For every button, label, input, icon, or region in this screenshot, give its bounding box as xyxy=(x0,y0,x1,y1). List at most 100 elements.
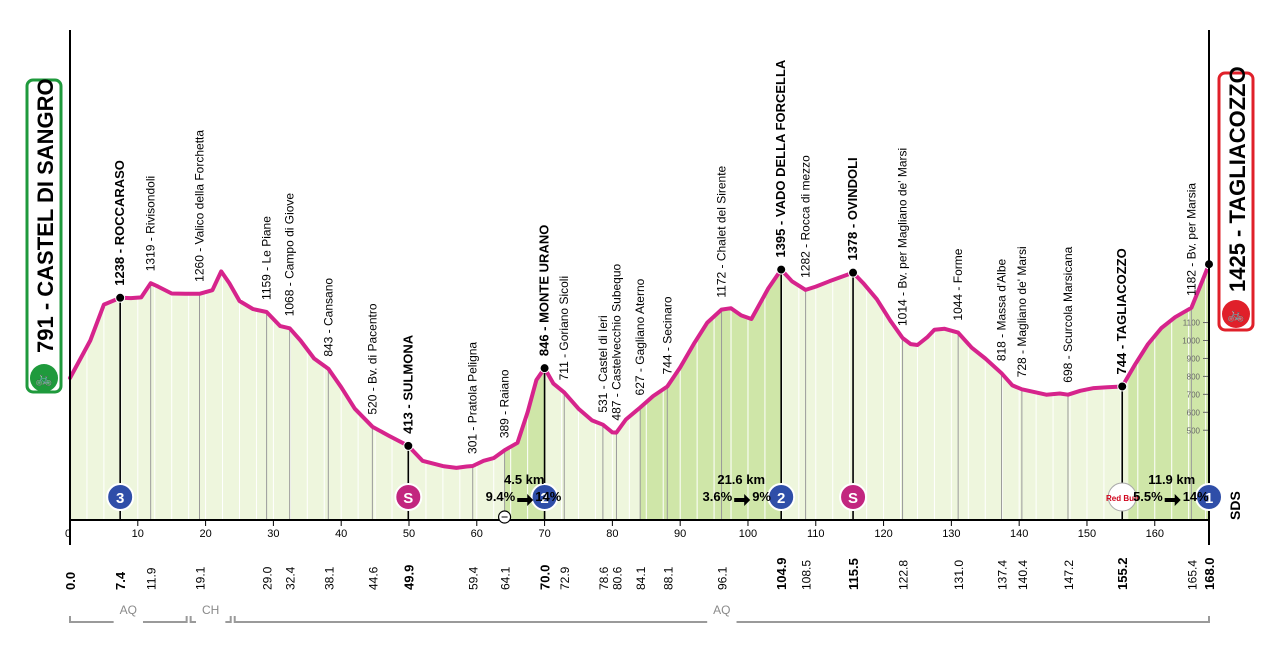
x-tick-label: 40 xyxy=(335,528,347,540)
x-tick-label: 120 xyxy=(874,528,892,540)
x-tick-label: 10 xyxy=(132,528,144,540)
climb-category-icon xyxy=(530,483,559,511)
badge-category-label: 2 xyxy=(777,490,785,507)
climb-max-gradient: 9% xyxy=(752,489,771,504)
y-tick-label: 600 xyxy=(1187,408,1201,417)
region-label-bg xyxy=(196,604,226,630)
x-tick-label: 20 xyxy=(199,528,211,540)
climb-info: 11.9 km 5.5% 14% xyxy=(1133,472,1209,506)
waypoint-label: 744 - TAGLIACOZZO xyxy=(1114,248,1129,374)
km-marker-label: 72.9 xyxy=(558,566,572,590)
waypoint-dot xyxy=(539,363,550,374)
waypoint-dot xyxy=(1117,381,1128,392)
km-marker-label: 165.4 xyxy=(1185,560,1199,590)
waypoint-label: 1395 - VADO DELLA FORCELLA xyxy=(773,59,788,258)
km-marker-label: 11.9 xyxy=(145,567,159,590)
x-tick-label: 0 xyxy=(65,528,71,540)
climb-badge: 2 xyxy=(767,483,796,511)
arrow-right-icon xyxy=(734,494,751,506)
waypoint-label: 531 - Castel di Ieri xyxy=(596,315,610,412)
y-tick-label: 800 xyxy=(1187,372,1201,381)
km-marker-label: 0.0 xyxy=(63,572,78,590)
waypoint-label: 711 - Goriano Sicoli xyxy=(557,276,571,381)
y-tick-label: 500 xyxy=(1187,426,1201,435)
km-marker-label: 147.2 xyxy=(1062,560,1076,590)
x-tick-label: 80 xyxy=(606,528,618,540)
region-label: CH xyxy=(202,603,219,617)
km-marker-label: 155.2 xyxy=(1115,557,1130,590)
waypoint-label: 301 - Pratola Peligna xyxy=(466,342,480,454)
waypoint-label: 1172 - Chalet del Sirente xyxy=(715,165,729,297)
y-tick-label: 900 xyxy=(1187,354,1201,363)
waypoint-label: 1182 - Bv. per Marsia xyxy=(1184,183,1198,296)
waypoint-label: 1044 - Forme xyxy=(951,248,965,320)
red-bull-label: Red Bull xyxy=(1106,494,1138,503)
start-cyclist-icon xyxy=(30,364,58,392)
profile-fill-layer xyxy=(70,264,1209,520)
badge-category-label: S xyxy=(403,490,413,507)
waypoint-label: 1282 - Rocca di mezzo xyxy=(799,155,813,278)
x-tick-label: 30 xyxy=(267,528,279,540)
km-marker-label: 19.1 xyxy=(193,566,207,590)
km-marker-label: 115.5 xyxy=(846,558,861,590)
region-label-bg xyxy=(707,604,737,630)
km-marker-label: 78.6 xyxy=(597,566,611,590)
climb-badges-layer: 3 S 2 2 S Red Bull 1 4.5 km 9.4% 14% 21.6 km 3.6% 9%… xyxy=(106,472,1223,524)
sprint-badge: S xyxy=(839,483,868,511)
waypoint-label: 413 - SULMONA xyxy=(400,334,415,434)
finish-cyclist-icon xyxy=(1222,300,1250,328)
km-marker-label: 88.1 xyxy=(661,566,675,590)
climb-avg-gradient: 3.6% xyxy=(703,489,733,504)
x-tick-label: 150 xyxy=(1078,528,1096,540)
km-marker-label: 137.4 xyxy=(996,560,1010,590)
sprint-badge: S xyxy=(394,483,423,511)
km-marker-label: 104.9 xyxy=(774,557,789,590)
y-tick-label: 700 xyxy=(1187,390,1201,399)
waypoint-label: 627 - Gagliano Aterno xyxy=(633,278,647,395)
x-tick-label: 90 xyxy=(674,528,686,540)
waypoint-dot xyxy=(776,264,787,275)
waypoint-label: 744 - Secinaro xyxy=(660,296,674,374)
finish-label: 1425 - TAGLIACOZZO xyxy=(1225,66,1250,292)
waypoint-label: 1238 - ROCCARASO xyxy=(112,160,127,286)
km-marker-label: 70.0 xyxy=(538,565,553,590)
sds-mark: SDS xyxy=(1227,491,1243,520)
waypoint-label: 1260 - Valico della Forchetta xyxy=(192,130,206,282)
climb-max-gradient: 14% xyxy=(535,489,561,504)
waypoint-label: 843 - Cansano xyxy=(321,278,335,357)
x-tick-label: 100 xyxy=(739,528,757,540)
badge-category-label: 2 xyxy=(540,490,548,507)
km-marker-label: 80.6 xyxy=(610,566,624,590)
climb-avg-gradient: 5.5% xyxy=(1133,489,1163,504)
waypoint-label: 1068 - Campo di Giove xyxy=(283,193,297,317)
waypoint-label: 818 - Massa d'Albe xyxy=(995,258,1009,361)
badge-category-label: 1 xyxy=(1205,490,1213,507)
climb-max-gradient: 14% xyxy=(1183,489,1209,504)
red-bull-icon xyxy=(1107,482,1137,512)
climb-badge: 2 xyxy=(530,483,559,511)
regions-layer: AQ CH AQ xyxy=(69,603,1210,630)
km-marker-label: 122.8 xyxy=(897,560,911,590)
finish-cyclist-glyph: 🚲 xyxy=(1227,306,1244,323)
x-tick-label: 70 xyxy=(538,528,550,540)
waypoint-dot xyxy=(848,267,859,278)
waypoint-label: 728 - Magliano de' Marsi xyxy=(1015,246,1029,377)
km-marker-label: 140.4 xyxy=(1016,560,1030,590)
km-marker-label: 131.0 xyxy=(952,560,966,590)
km-marker-label: 7.4 xyxy=(113,571,128,590)
climb-section-fill xyxy=(640,264,782,520)
x-tick-label: 60 xyxy=(471,528,483,540)
waypoint-label: 698 - Scurcola Marsicana xyxy=(1061,246,1075,382)
climb-category-icon xyxy=(1195,483,1223,511)
km-marker-label: 96.1 xyxy=(716,566,730,590)
km-marker-label: 32.4 xyxy=(284,566,298,590)
waypoint-labels-layer: 1238 - ROCCARASO 1319 - Rivisondoli 1260 -… xyxy=(112,59,1198,454)
km-marker-label: 49.9 xyxy=(401,565,416,590)
km-marker-label: 108.5 xyxy=(800,560,814,590)
climb-info: 4.5 km 9.4% 14% xyxy=(486,472,562,506)
x-tick-label: 160 xyxy=(1146,528,1164,540)
start-label: 791 - CASTEL DI SANGRO xyxy=(33,78,58,353)
finish-box-frame xyxy=(1217,71,1255,332)
km-marker-label: 168.0 xyxy=(1202,557,1217,590)
x-tick-label: 110 xyxy=(807,528,825,540)
